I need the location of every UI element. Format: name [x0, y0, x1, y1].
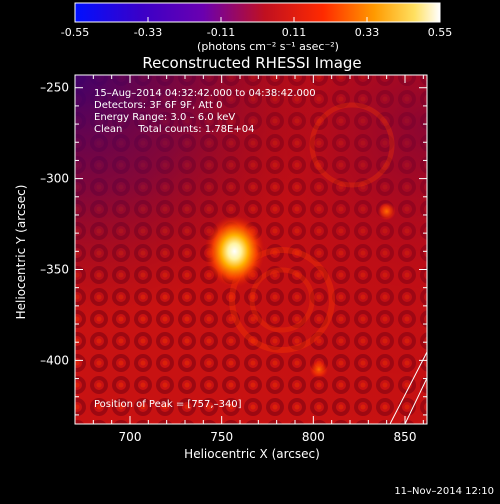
colorbar	[74, 2, 441, 23]
colorbar-tick-label: 0.33	[355, 26, 380, 39]
image-heatmap	[75, 75, 427, 424]
y-tick-label: –350	[40, 262, 69, 276]
annotation-counts: Clean Total counts: 1.78E+04	[94, 124, 254, 135]
y-tick-label: –400	[40, 353, 69, 367]
plot-frame	[74, 74, 428, 425]
colorbar-tick-label: -0.55	[61, 26, 89, 39]
colorbar-units: (photons cm⁻² s⁻¹ asec⁻²)	[197, 40, 339, 53]
y-axis-label: Heliocentric Y (arcsec)	[14, 185, 28, 320]
axis-ticks: 700 750 800 850 –250 –300 –350 –400	[40, 75, 427, 444]
secondary-source	[309, 360, 328, 379]
colorbar-tick-label: -0.11	[207, 26, 235, 39]
x-axis-label: Heliocentric X (arcsec)	[184, 447, 320, 461]
annotation-time: 15–Aug–2014 04:32:42.000 to 04:38:42.000	[94, 88, 316, 99]
footer-date: 11–Nov–2014 12:10	[394, 486, 494, 497]
colorbar-tick-label: 0.55	[428, 26, 453, 39]
annotation-detectors: Detectors: 3F 6F 9F, Att 0	[94, 100, 222, 111]
sources	[204, 202, 396, 379]
x-tick-label: 800	[302, 430, 325, 444]
limb-line-1	[389, 351, 427, 424]
plot-title: Reconstructed RHESSI Image	[142, 54, 361, 72]
annotation-energy: Energy Range: 3.0 – 6.0 keV	[94, 112, 235, 123]
y-tick-label: –300	[40, 172, 69, 186]
annotations: 15–Aug–2014 04:32:42.000 to 04:38:42.000…	[94, 88, 316, 410]
y-tick-label: –250	[40, 81, 69, 95]
colorbar-tick-label: -0.33	[134, 26, 162, 39]
colorbar-ticks: -0.55 -0.33 -0.11 0.11 0.33 0.55	[61, 17, 452, 39]
secondary-source	[377, 202, 396, 221]
peak-source	[204, 215, 265, 288]
colorbar-tick-label: 0.11	[282, 26, 307, 39]
x-tick-label: 850	[394, 430, 417, 444]
limb-line-2	[404, 377, 427, 424]
peak-position-label: Position of Peak = [757,–340]	[94, 399, 242, 410]
x-tick-label: 750	[210, 430, 233, 444]
x-tick-label: 700	[119, 430, 142, 444]
